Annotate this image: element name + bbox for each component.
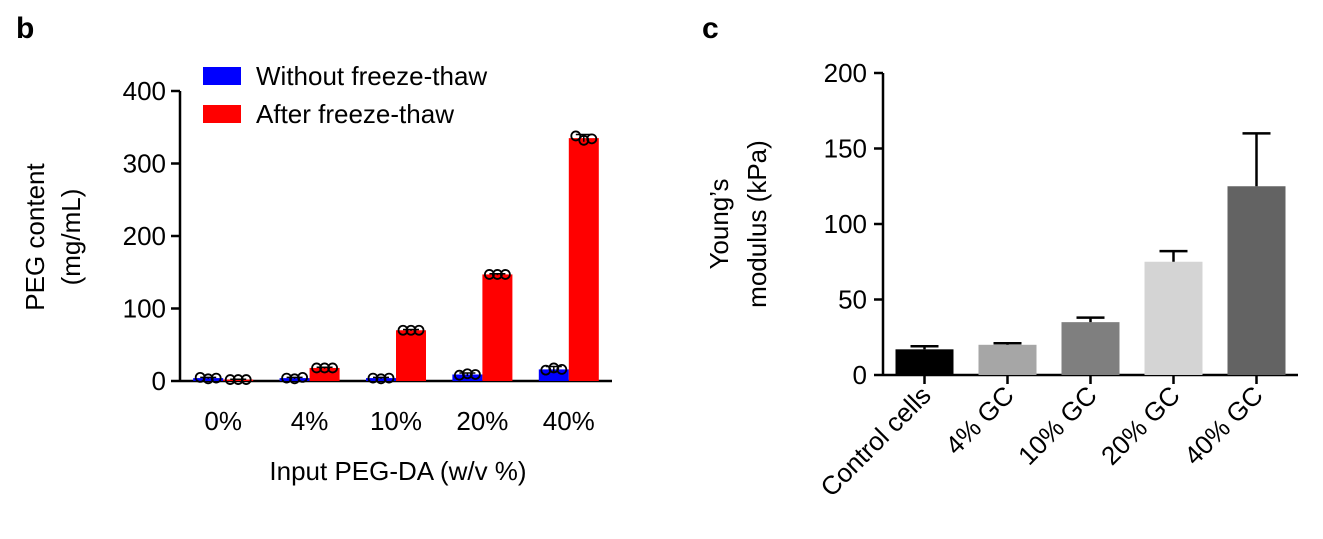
data-point <box>556 363 568 375</box>
y-tick-label: 150 <box>824 134 867 164</box>
bar-without-freeze-thaw <box>193 378 224 381</box>
bar-without-freeze-thaw <box>366 378 396 381</box>
data-point <box>202 373 214 385</box>
data-point <box>319 362 331 374</box>
x-tick-label: 10% GC <box>1012 380 1103 471</box>
data-point <box>375 373 387 385</box>
x-tick-label: 40% <box>543 406 595 436</box>
x-tick-label: Control cells <box>814 380 936 502</box>
data-point <box>461 368 473 380</box>
data-point <box>297 371 309 383</box>
x-axis-title: Input PEG-DA (w/v %) <box>269 456 526 486</box>
bar <box>1061 322 1120 375</box>
x-tick-label: 4% <box>291 406 329 436</box>
data-point <box>469 369 481 380</box>
data-point <box>311 362 323 374</box>
data-point <box>570 130 582 142</box>
data-point <box>491 269 503 280</box>
bar-after-freeze-thaw <box>309 367 340 381</box>
data-point <box>327 362 339 374</box>
y-tick-label: 100 <box>824 209 867 239</box>
x-tick-label: 20% <box>456 406 508 436</box>
x-tick-label: 20% GC <box>1095 380 1186 471</box>
y-axis-title: Young’s modulus (kPa) <box>704 140 772 308</box>
data-point <box>483 269 495 280</box>
bar <box>1144 261 1203 375</box>
legend-label: After freeze-thaw <box>256 99 454 129</box>
data-point <box>499 269 511 280</box>
data-point <box>383 372 395 384</box>
bar-after-freeze-thaw <box>396 330 426 381</box>
x-tick-label: 40% GC <box>1178 380 1269 471</box>
y-axis-title-line2: modulus (kPa) <box>742 140 772 308</box>
y-tick-label: 50 <box>838 285 867 315</box>
data-point <box>405 324 417 336</box>
panel-c: c 0 50 100 150 200 Young’s modulus (kPa) Contro… <box>702 12 1298 502</box>
y-axis-title-line1: PEG content <box>20 163 50 311</box>
bar <box>1227 186 1286 375</box>
data-point <box>232 374 244 385</box>
data-point <box>210 372 222 384</box>
data-point <box>413 324 425 336</box>
x-tick-label: 0% <box>204 406 242 436</box>
x-tick-label: 10% <box>370 406 422 436</box>
y-tick-label: 200 <box>123 221 166 251</box>
y-tick-label: 100 <box>123 294 166 324</box>
data-point <box>586 133 598 145</box>
data-point <box>281 372 293 384</box>
legend-label: Without freeze-thaw <box>256 61 487 91</box>
bar-after-freeze-thaw <box>482 274 513 381</box>
y-axis-title-line1: Young’s <box>704 178 734 269</box>
y-tick-label: 200 <box>824 58 867 88</box>
y-tick-label: 0 <box>152 366 166 396</box>
data-point <box>397 324 409 336</box>
y-tick-label: 300 <box>123 149 166 179</box>
bar-without-freeze-thaw <box>279 378 310 381</box>
panel-label-b: b <box>16 12 34 45</box>
bar-after-freeze-thaw <box>223 379 254 381</box>
x-tick-label: 4% GC <box>939 380 1019 460</box>
y-tick-label: 400 <box>123 76 166 106</box>
data-point <box>367 372 379 384</box>
bar <box>895 349 954 375</box>
legend-swatch-without <box>203 67 241 85</box>
data-point <box>240 374 252 385</box>
y-axis-title-line2: (mg/mL) <box>56 189 86 286</box>
legend-swatch-after <box>203 105 241 123</box>
y-tick-label: 0 <box>853 360 867 390</box>
bar-without-freeze-thaw <box>538 369 569 381</box>
panel-label-c: c <box>702 12 719 45</box>
y-axis-title: PEG content (mg/mL) <box>20 163 86 311</box>
data-point <box>224 374 236 385</box>
panel-b: b 0 100 200 300 400 PEG content (mg/mL) Input P… <box>16 12 612 486</box>
bar <box>978 344 1037 375</box>
bar-after-freeze-thaw <box>568 138 599 381</box>
